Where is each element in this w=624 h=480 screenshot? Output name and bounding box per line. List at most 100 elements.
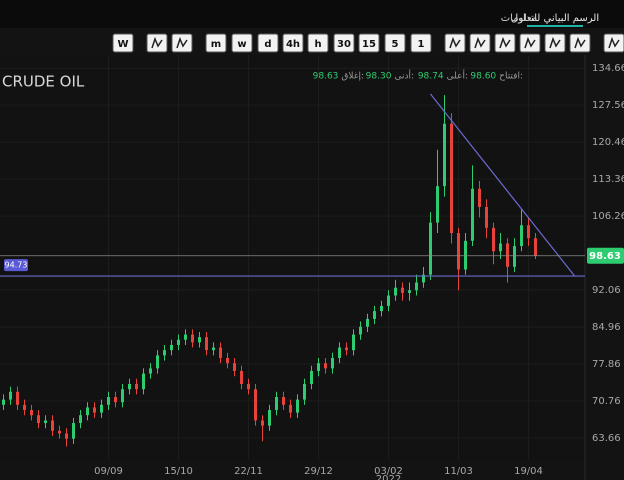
candle-body (380, 305, 383, 312)
candle-body (121, 389, 124, 403)
candle-body (275, 397, 278, 411)
candle-body (100, 404, 103, 413)
candle-body (86, 407, 89, 416)
interval-button[interactable] (205, 33, 227, 53)
candle-body (457, 233, 460, 270)
candle-body (513, 246, 516, 267)
y-tick-label: 92.06 (592, 285, 621, 296)
y-tick-label: 70.76 (592, 396, 621, 407)
candle-body (324, 363, 327, 369)
candle-body (51, 420, 54, 431)
candle-body (331, 357, 334, 369)
candle-body (128, 383, 131, 390)
tool-icon (608, 36, 620, 49)
candle-body (191, 334, 194, 343)
chart-title: CRUDE OIL (2, 73, 85, 91)
interval-button[interactable] (282, 33, 304, 53)
candle-body (408, 290, 411, 293)
candle-body (16, 391, 19, 405)
y-tick-label: 127.56 (592, 100, 624, 111)
x-tick-label: 11/03 (444, 466, 473, 477)
candle-body (135, 383, 138, 390)
legend-value: 98.60 (470, 72, 496, 82)
x-tick-label: 09/09 (94, 466, 123, 477)
candle-body (464, 240, 467, 270)
interval-label: 5 (392, 39, 399, 50)
candle-body (492, 227, 495, 252)
legend-label: أدنى: (394, 70, 414, 82)
candle-body (345, 347, 348, 351)
candle-body (261, 420, 264, 426)
interval-label: W (117, 39, 128, 50)
interval-button[interactable] (257, 33, 279, 53)
candle-body (387, 295, 390, 306)
interval-button[interactable] (112, 33, 134, 53)
candle-body (23, 404, 26, 411)
candle-body (156, 355, 159, 369)
candle-body (37, 415, 40, 424)
legend-label: أعلى: (447, 70, 468, 82)
interval-label: m (211, 39, 221, 50)
candle-body (296, 399, 299, 413)
candle-body (65, 433, 68, 439)
interval-button[interactable] (333, 33, 355, 53)
candle-body (79, 415, 82, 424)
candle-body (212, 347, 215, 351)
x-tick-label: 03/02 (374, 466, 403, 477)
interval-button[interactable] (307, 33, 329, 53)
interval-button[interactable] (384, 33, 406, 53)
y-tick-label: 120.46 (592, 137, 624, 148)
candle-body (44, 420, 47, 424)
tab[interactable]: الرسم البياني للتداول (511, 13, 599, 24)
candle-body (471, 188, 474, 241)
tool-icon (474, 36, 486, 49)
tab[interactable]: معلومات (501, 13, 537, 24)
tab-underline (527, 25, 583, 27)
legend-label: افتتاح: (499, 72, 523, 82)
interval-label: h (314, 39, 321, 50)
candle-body (506, 243, 509, 267)
candle-body (485, 207, 488, 228)
candle-body (478, 188, 481, 208)
candle-body (226, 357, 229, 364)
tool-icon (151, 36, 163, 49)
candle-body (289, 404, 292, 413)
candle-body (170, 344, 173, 351)
candle-body (422, 274, 425, 283)
candle-body (2, 399, 5, 405)
tool-icon (176, 36, 188, 49)
candle-body (247, 383, 250, 390)
candle-body (520, 225, 523, 247)
y-tick-label: 77.86 (592, 359, 621, 370)
candle-body (310, 370, 313, 384)
interval-label: 4h (286, 39, 300, 50)
candle-body (303, 383, 306, 400)
x-tick-label: 19/04 (514, 466, 543, 477)
candle-body (72, 423, 75, 439)
y-tick-label: 134.66 (592, 63, 624, 74)
interval-button[interactable] (358, 33, 380, 53)
y-tick-label: 113.36 (592, 174, 624, 185)
x-tick-label: 22/11 (234, 466, 263, 477)
candle-body (499, 243, 502, 252)
tool-icon (499, 36, 511, 49)
candle-body (198, 337, 201, 343)
tool-icon (574, 36, 586, 49)
tool-icon (524, 36, 536, 49)
tab-bar (0, 0, 624, 28)
interval-button[interactable] (410, 33, 432, 53)
legend-value: 98.74 (418, 72, 444, 82)
candle-body (450, 123, 453, 234)
x-tick-label: 29/12 (304, 466, 333, 477)
candle-body (415, 282, 418, 291)
candle-body (142, 373, 145, 390)
legend-value: 98.30 (366, 72, 392, 82)
candle-body (282, 397, 285, 405)
candle-body (233, 363, 236, 371)
interval-button[interactable] (231, 33, 253, 53)
candle-body (429, 222, 432, 275)
candle-body (394, 287, 397, 296)
year-label: 2022 (376, 474, 401, 480)
